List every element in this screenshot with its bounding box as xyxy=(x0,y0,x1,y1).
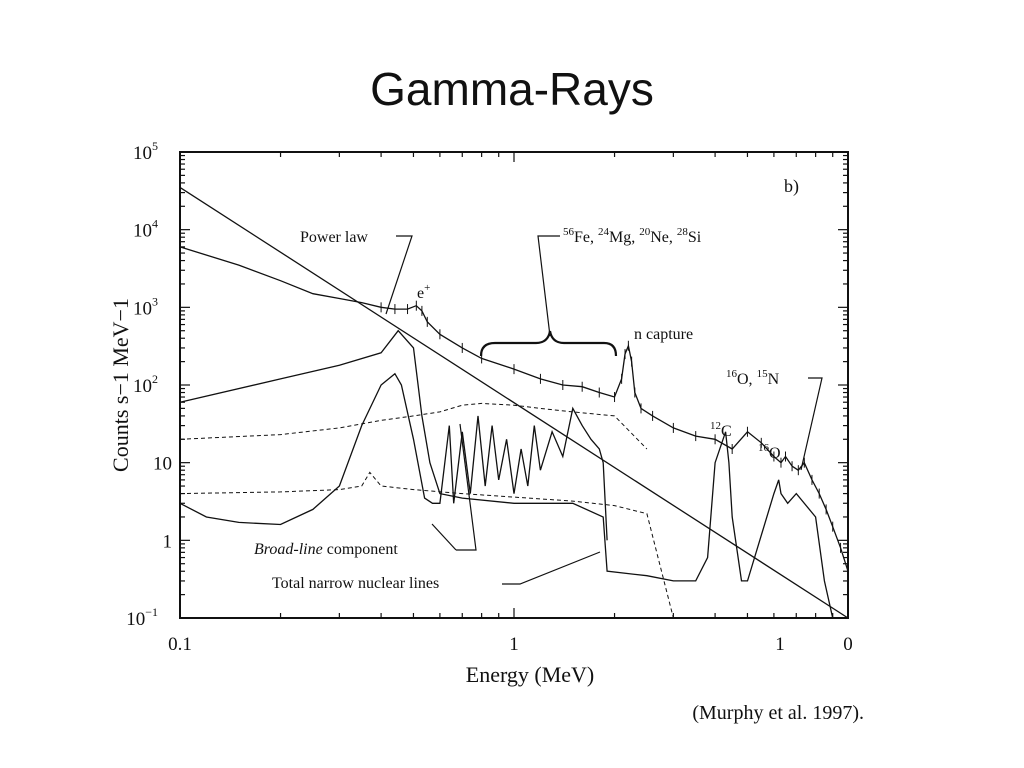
annotation-c12: 12C xyxy=(710,420,732,440)
broad-line-rest: component xyxy=(323,541,399,558)
y-tick-label: 1 xyxy=(163,531,173,552)
y-tick-label: 102 xyxy=(133,372,158,397)
leader-power-law xyxy=(385,235,413,315)
panel-label: b) xyxy=(784,176,799,197)
y-tick-label: 103 xyxy=(133,294,158,319)
y-tick-label: 105 xyxy=(133,139,158,164)
y-tick-label: 104 xyxy=(133,217,158,242)
y-tick-label: 10 xyxy=(153,454,172,475)
series-layer xyxy=(179,186,849,619)
annotation-broad-line: Broad-line component xyxy=(254,541,398,558)
x-axis-label: Energy (MeV) xyxy=(466,662,595,687)
y-tick-label: 10−1 xyxy=(126,605,158,630)
annotation-o16-n15: 16O, 15N xyxy=(726,368,780,388)
series-line-3 xyxy=(179,329,834,619)
leader-o16-n15 xyxy=(800,377,823,471)
x-tick-label: 0.1 xyxy=(168,634,192,655)
positron-sup: + xyxy=(424,282,430,294)
x-tick-label: 1 xyxy=(775,634,785,655)
annotation-n-capture: n capture xyxy=(634,326,693,343)
leader-total-narrow xyxy=(502,551,601,585)
series-line-2 xyxy=(179,246,849,572)
annotation-power-law: Power law xyxy=(300,229,368,246)
leader-broad-line-b xyxy=(456,423,477,551)
broad-line-italic: Broad-line xyxy=(254,541,323,558)
annotation-o16: 16O xyxy=(758,442,781,462)
citation: (Murphy et al. 1997). xyxy=(692,702,864,724)
series-line-4 xyxy=(179,372,608,541)
leader-nuclei xyxy=(537,235,560,337)
x-tick-label: 0 xyxy=(843,634,853,655)
positron-symbol: e xyxy=(417,285,424,302)
leader-broad-line-a xyxy=(431,523,457,551)
annotation-positron: e+ xyxy=(417,282,430,302)
brace-nuclei xyxy=(479,330,618,357)
x-ticks: 0.1 1 1 0 xyxy=(168,152,853,655)
y-axis-label: Counts s−1 MeV−1 xyxy=(108,298,133,472)
series-line-6 xyxy=(179,471,674,619)
slide-title: Gamma-Rays xyxy=(370,63,654,115)
annotation-total-narrow: Total narrow nuclear lines xyxy=(272,575,439,592)
annotation-nuclei: 56Fe, 24Mg, 20Ne, 28Si xyxy=(563,226,702,246)
x-tick-label: 1 xyxy=(509,634,519,655)
